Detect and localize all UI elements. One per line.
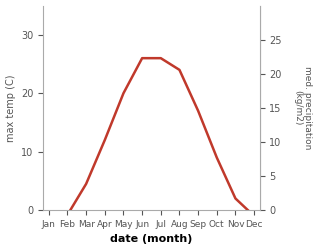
Y-axis label: max temp (C): max temp (C) [5,74,16,142]
Y-axis label: med. precipitation
(kg/m2): med. precipitation (kg/m2) [293,66,313,150]
X-axis label: date (month): date (month) [110,234,193,244]
